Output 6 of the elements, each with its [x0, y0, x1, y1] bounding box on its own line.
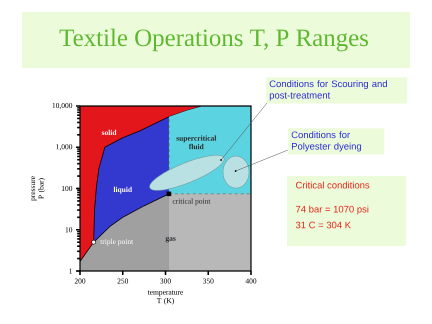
text: 74 bar = 1070 psi	[296, 206, 368, 214]
text: 31 C = 304 K	[296, 222, 351, 228]
chart-title: Textile Operations T, P Ranges	[60, 28, 368, 52]
text: Conditions for Scouring and post-treatment	[270, 80, 387, 100]
text: Critical conditions	[296, 182, 370, 188]
text: Conditions for Polyester dyeing	[292, 131, 362, 152]
